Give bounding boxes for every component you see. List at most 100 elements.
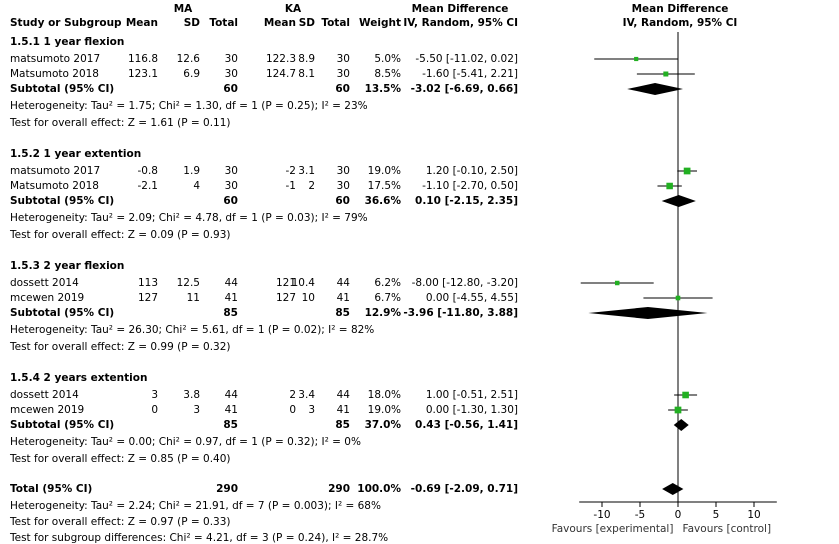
study-ma-mean: 3 xyxy=(151,389,158,401)
study-ka-total: 44 xyxy=(336,389,350,401)
overall-effect-text: Test for overall effect: Z = 0.99 (P = 0… xyxy=(10,341,231,353)
study-name: mcewen 2019 xyxy=(10,292,85,304)
study-ka-mean: 121 xyxy=(275,277,296,289)
study-ka-sd: 8.1 xyxy=(298,68,315,80)
study-ka-total: 44 xyxy=(336,277,350,289)
study-ma-sd: 6.9 xyxy=(183,68,200,80)
pooled-effect-diamond xyxy=(588,307,708,319)
study-ci: -8.00 [-12.80, -3.20] xyxy=(411,277,518,289)
study-effect-square xyxy=(675,295,681,301)
study-ka-mean: 2 xyxy=(289,389,296,401)
study-ci: 1.20 [-0.10, 2.50] xyxy=(425,165,518,177)
md-heading: Mean Difference xyxy=(411,3,509,15)
subtotal-ka-total: 60 xyxy=(335,83,350,95)
subgroup-title: 1.5.4 2 years extention xyxy=(10,372,148,384)
subtotal-ka-total: 85 xyxy=(335,307,350,319)
subtotal-ma-total: 85 xyxy=(223,307,238,319)
subtotal-weight: 36.6% xyxy=(364,195,401,207)
study-effect-square xyxy=(634,56,639,62)
study-ka-sd: 3 xyxy=(308,404,315,416)
study-ka-sd: 10 xyxy=(301,292,315,304)
pooled-effect-diamond xyxy=(673,419,689,431)
plot-subheading: IV, Random, 95% CI xyxy=(622,17,738,29)
subtotal-ma-total: 60 xyxy=(223,195,238,207)
subtotal-ka-total: 85 xyxy=(335,419,350,431)
study-ka-mean: 122.3 xyxy=(265,53,296,65)
study-ma-mean: 113 xyxy=(137,277,158,289)
study-name: dossett 2014 xyxy=(10,389,79,401)
study-ka-mean: 127 xyxy=(275,292,296,304)
study-weight: 17.5% xyxy=(367,180,401,192)
study-effect-square xyxy=(674,406,682,414)
total-ma-total: 290 xyxy=(216,483,238,495)
favours-control-label: Favours [control] xyxy=(683,523,772,535)
study-name: dossett 2014 xyxy=(10,277,79,289)
ma-mean-header: Mean xyxy=(125,17,158,29)
total-overall-effect-text: Test for overall effect: Z = 0.97 (P = 0… xyxy=(10,516,231,528)
study-ci: -5.50 [-11.02, 0.02] xyxy=(415,53,518,65)
ma-total-header: Total xyxy=(209,17,238,29)
study-ma-sd: 3 xyxy=(193,404,200,416)
ma-sd-header: SD xyxy=(183,17,200,29)
total-label: Total (95% CI) xyxy=(10,483,93,495)
subtotal-ka-total: 60 xyxy=(335,195,350,207)
study-ma-total: 30 xyxy=(224,53,238,65)
pooled-effect-diamond xyxy=(662,483,684,495)
total-ci: -0.69 [-2.09, 0.71] xyxy=(410,483,518,495)
group-ma-heading: MA xyxy=(173,3,193,15)
study-ka-total: 41 xyxy=(336,292,350,304)
study-ci: 0.00 [-4.55, 4.55] xyxy=(425,292,518,304)
study-weight: 5.0% xyxy=(374,53,401,65)
study-ka-sd: 2 xyxy=(308,180,315,192)
heterogeneity-text: Heterogeneity: Tau² = 2.09; Chi² = 4.78,… xyxy=(10,212,368,224)
ka-mean-header: Mean xyxy=(263,17,296,29)
study-ma-total: 30 xyxy=(224,68,238,80)
study-ma-sd: 3.8 xyxy=(183,389,200,401)
study-effect-square xyxy=(683,167,691,175)
study-ka-mean: -1 xyxy=(285,180,296,192)
overall-effect-text: Test for overall effect: Z = 0.85 (P = 0… xyxy=(10,453,231,465)
study-effect-square xyxy=(663,71,669,77)
subtotal-label: Subtotal (95% CI) xyxy=(10,195,115,207)
study-ka-sd: 10.4 xyxy=(291,277,315,289)
study-ci: 1.00 [-0.51, 2.51] xyxy=(425,389,518,401)
study-ma-sd: 4 xyxy=(193,180,200,192)
subgroup-title: 1.5.3 2 year flexion xyxy=(10,260,125,272)
pooled-effect-diamond xyxy=(627,83,684,95)
study-ci: -1.10 [-2.70, 0.50] xyxy=(422,180,518,192)
subtotal-ma-total: 85 xyxy=(223,419,238,431)
x-tick-label: 0 xyxy=(675,509,682,521)
study-ma-total: 30 xyxy=(224,165,238,177)
subtotal-ci: 0.43 [-0.56, 1.41] xyxy=(415,419,518,431)
study-ka-mean: 0 xyxy=(289,404,296,416)
plot-heading: Mean Difference xyxy=(631,3,729,15)
x-tick-label: -5 xyxy=(635,509,645,521)
heterogeneity-text: Heterogeneity: Tau² = 1.75; Chi² = 1.30,… xyxy=(10,100,368,112)
total-weight: 100.0% xyxy=(357,483,401,495)
subtotal-ci: -3.96 [-11.80, 3.88] xyxy=(403,307,518,319)
study-ka-sd: 3.4 xyxy=(298,389,315,401)
study-ma-total: 41 xyxy=(224,404,238,416)
study-weight: 6.2% xyxy=(374,277,401,289)
ka-sd-header: SD xyxy=(298,17,315,29)
study-effect-square xyxy=(682,391,689,399)
study-ka-total: 30 xyxy=(336,165,350,177)
study-ka-mean: 124.7 xyxy=(265,68,296,80)
subtotal-weight: 13.5% xyxy=(364,83,401,95)
study-ci: -1.60 [-5.41, 2.21] xyxy=(422,68,518,80)
study-ma-mean: -2.1 xyxy=(137,180,159,192)
favours-experimental-label: Favours [experimental] xyxy=(552,523,674,535)
subgroup-differences-text: Test for subgroup differences: Chi² = 4.… xyxy=(10,532,389,544)
study-ma-mean: -0.8 xyxy=(137,165,159,177)
heterogeneity-text: Heterogeneity: Tau² = 0.00; Chi² = 0.97,… xyxy=(10,436,361,448)
study-name: Matsumoto 2018 xyxy=(10,180,99,192)
subtotal-weight: 37.0% xyxy=(364,419,401,431)
subtotal-label: Subtotal (95% CI) xyxy=(10,307,115,319)
subgroup-title: 1.5.1 1 year flexion xyxy=(10,36,125,48)
study-ci: 0.00 [-1.30, 1.30] xyxy=(425,404,518,416)
study-ka-total: 30 xyxy=(336,180,350,192)
study-ma-total: 44 xyxy=(224,277,238,289)
pooled-effect-diamond xyxy=(661,195,696,207)
study-name: mcewen 2019 xyxy=(10,404,85,416)
